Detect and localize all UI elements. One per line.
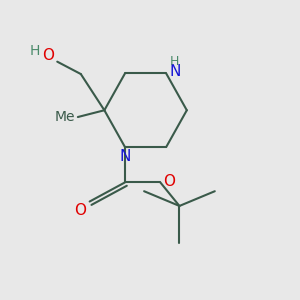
Text: O: O	[74, 203, 86, 218]
Text: Me: Me	[55, 110, 76, 124]
Text: H: H	[170, 55, 179, 68]
Text: N: N	[170, 64, 181, 80]
Text: H: H	[30, 44, 40, 58]
Text: O: O	[163, 174, 175, 189]
Text: O: O	[42, 48, 54, 63]
Text: N: N	[119, 149, 131, 164]
